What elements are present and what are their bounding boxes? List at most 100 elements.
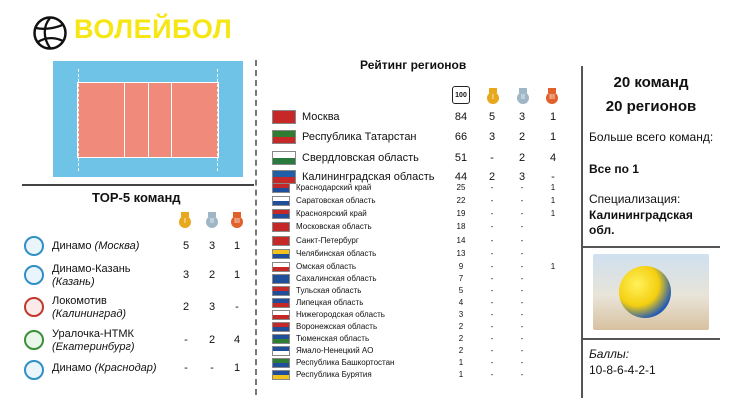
region-flag-icon <box>272 222 290 232</box>
region-flag-icon <box>272 370 290 380</box>
gold-count: 5 <box>182 240 190 252</box>
divider <box>582 246 720 248</box>
gold-count: - <box>490 209 494 218</box>
silver-count: 2 <box>208 269 216 281</box>
region-flag-icon <box>272 196 290 206</box>
score-icon: 100 <box>452 86 470 104</box>
bronze-count: 1 <box>549 111 557 123</box>
gold-count: - <box>184 334 188 346</box>
team-row: Динамо-Казань (Казань) 3 2 1 <box>24 261 254 289</box>
region-flag-icon <box>272 358 290 368</box>
region-score: 3 <box>458 310 464 319</box>
region-flag-icon <box>272 322 290 332</box>
region-score: 19 <box>456 209 466 218</box>
specialization-label: Специализация: <box>589 192 681 206</box>
region-name: Свердловская область <box>302 152 419 164</box>
team-name: Динамо <box>52 240 92 252</box>
divider <box>581 66 583 398</box>
gold-count: - <box>490 286 494 295</box>
silver-count: - <box>520 346 524 355</box>
silver-count: - <box>520 262 524 271</box>
rating-title: Рейтинг регионов <box>360 58 467 72</box>
region-name: Омская область <box>296 262 357 271</box>
region-flag-icon <box>272 286 290 296</box>
volleyball-photo <box>593 254 709 330</box>
region-score: 2 <box>458 322 464 331</box>
region-score: 1 <box>458 358 464 367</box>
region-name: Санкт-Петербург <box>296 236 359 245</box>
gold-count: - <box>490 370 494 379</box>
bronze-count: 1 <box>550 196 556 205</box>
region-flag-icon <box>272 170 296 184</box>
silver-count: - <box>520 286 524 295</box>
team-city: (Краснодар) <box>94 362 157 374</box>
team-name: Динамо-Казань <box>52 263 131 275</box>
bronze-count: 1 <box>549 131 557 143</box>
gold-count: 2 <box>182 301 190 313</box>
team-city: (Екатеринбург) <box>52 341 135 353</box>
silver-medal-icon: II <box>516 88 530 104</box>
silver-count: - <box>520 183 524 192</box>
gold-count: - <box>490 334 494 343</box>
points-value: 10-8-6-4-2-1 <box>589 363 656 377</box>
silver-count: - <box>520 222 524 231</box>
region-flag-icon <box>272 262 290 272</box>
team-row: Локомотив (Калининград) 2 3 - <box>24 293 254 321</box>
region-score: 4 <box>458 298 464 307</box>
bronze-medal-icon: III <box>230 212 244 228</box>
region-name: Краснодарский край <box>296 183 372 192</box>
region-score: 14 <box>456 236 466 245</box>
region-name: Тюменская область <box>296 334 370 343</box>
bronze-medal-icon: III <box>545 88 559 104</box>
team-logo-icon <box>24 330 44 350</box>
team-logo-icon <box>24 236 44 256</box>
region-flag-icon <box>272 249 290 259</box>
region-score: 18 <box>456 222 466 231</box>
region-score: 66 <box>454 131 468 143</box>
region-flag-icon <box>272 110 296 124</box>
region-flag-icon <box>272 209 290 219</box>
bronze-count: 4 <box>233 334 241 346</box>
gold-count: 2 <box>488 171 496 183</box>
region-name: Калининградская область <box>302 171 435 183</box>
silver-count: - <box>520 196 524 205</box>
region-score: 2 <box>458 346 464 355</box>
region-name: Москва <box>302 111 340 123</box>
team-logo-icon <box>24 265 44 285</box>
region-score: 44 <box>454 171 468 183</box>
gold-count: - <box>490 152 494 164</box>
gold-count: - <box>490 310 494 319</box>
region-flag-icon <box>272 274 290 284</box>
volleyball-court-image <box>53 61 243 177</box>
region-flag-icon <box>272 298 290 308</box>
region-name: Саратовская область <box>296 196 376 205</box>
team-row: Динамо (Москва) 5 3 1 <box>24 232 254 260</box>
region-flag-icon <box>272 183 290 193</box>
gold-count: - <box>490 358 494 367</box>
most-teams-label: Больше всего команд: <box>589 130 714 144</box>
silver-count: - <box>520 310 524 319</box>
region-score: 13 <box>456 249 466 258</box>
region-name: Сахалинская область <box>296 274 377 283</box>
region-flag-icon <box>272 151 296 165</box>
gold-count: - <box>490 236 494 245</box>
region-score: 5 <box>458 286 464 295</box>
team-logo-icon <box>24 297 44 317</box>
silver-count: - <box>520 236 524 245</box>
silver-count: - <box>520 209 524 218</box>
region-name: Ямало-Ненецкий АО <box>296 346 374 355</box>
region-flag-icon <box>272 310 290 320</box>
divider <box>582 338 720 340</box>
region-name: Московская область <box>296 222 372 231</box>
team-name: Локомотив <box>52 295 107 307</box>
gold-count: 3 <box>488 131 496 143</box>
gold-count: - <box>490 298 494 307</box>
silver-count: - <box>520 358 524 367</box>
region-name: Тульская область <box>296 286 362 295</box>
region-flag-icon <box>272 130 296 144</box>
region-flag-icon <box>272 236 290 246</box>
gold-count: - <box>490 183 494 192</box>
gold-count: 5 <box>488 111 496 123</box>
points-label: Баллы: <box>589 347 630 361</box>
regions-count: 20 регионов <box>605 98 697 115</box>
